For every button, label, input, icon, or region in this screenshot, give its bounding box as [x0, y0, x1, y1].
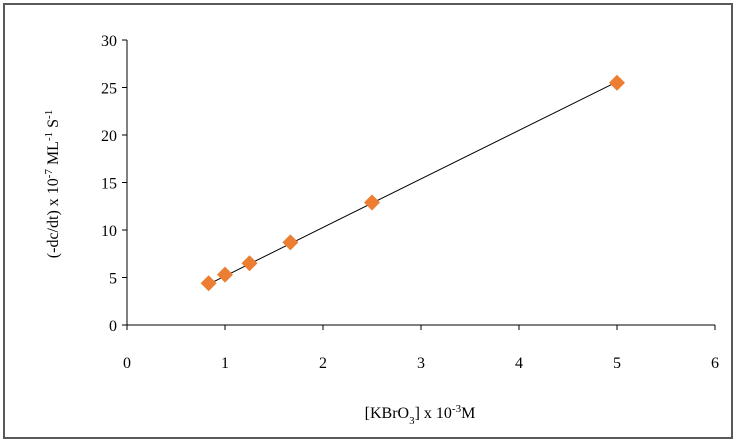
- x-tick-label: 3: [417, 355, 425, 372]
- x-tick-label: 1: [221, 355, 229, 372]
- data-point: [609, 74, 625, 91]
- data-point: [364, 194, 380, 211]
- y-tick-label: 5: [109, 271, 117, 288]
- y-tick-label: 30: [101, 33, 117, 50]
- x-tick-label: 0: [123, 355, 131, 372]
- x-tick-label: 5: [613, 355, 621, 372]
- data-point: [282, 234, 299, 251]
- y-tick-label: 20: [101, 128, 117, 145]
- data-point: [241, 255, 258, 272]
- data-point: [217, 266, 233, 283]
- y-tick-label: 25: [101, 81, 117, 98]
- y-tick-label: 0: [109, 318, 117, 335]
- y-axis-title: (-dc/dt) x 10-7 ML-1 S-1: [43, 110, 62, 258]
- x-axis-title: [KBrO3] x 10-3M: [365, 403, 476, 427]
- chart-frame: [3, 3, 733, 439]
- x-tick-label: 2: [319, 355, 327, 372]
- y-tick-label: 15: [101, 176, 117, 193]
- x-tick-label: 6: [711, 355, 719, 372]
- data-point: [200, 275, 217, 292]
- x-tick-label: 4: [515, 355, 523, 372]
- trendline: [208, 81, 618, 285]
- y-tick-label: 10: [101, 223, 117, 240]
